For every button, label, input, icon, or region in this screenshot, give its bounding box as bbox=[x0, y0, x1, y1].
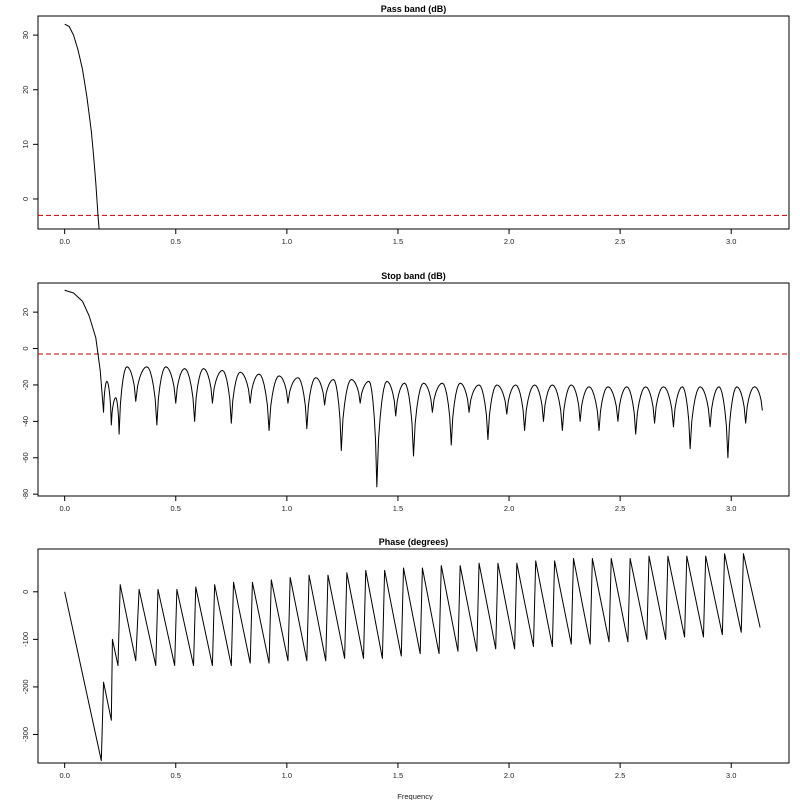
pass-band-panel: Pass band (dB) 0.0 0.5 1.0 1.5 2.0 2.5 3.0 0 10 20… bbox=[21, 4, 790, 246]
phase-x-tick-label: 3.0 bbox=[726, 771, 736, 780]
phase-title: Phase (degrees) bbox=[379, 537, 449, 547]
pass-band-x-tick-label: 1.0 bbox=[282, 237, 292, 246]
pass-band-x-tick-label: 0.5 bbox=[171, 237, 181, 246]
stop-band-y-tick-label: -40 bbox=[21, 416, 30, 427]
stop-band-x-tick-label: 2.5 bbox=[615, 504, 625, 513]
stop-band-x-tick-label: 2.0 bbox=[504, 504, 514, 513]
phase-y-tick-label: -100 bbox=[21, 632, 30, 647]
pass-band-plot-frame bbox=[37, 15, 790, 230]
pass-band-y-tick-label: 20 bbox=[21, 86, 30, 94]
phase-panel: Phase (degrees) 0.0 0.5 1.0 1.5 2.0 2.5 3.0 -300… bbox=[21, 537, 790, 780]
stop-band-curve bbox=[64, 289, 763, 488]
phase-y-tick-label: -300 bbox=[21, 727, 30, 742]
phase-x-tick-label: 0.5 bbox=[171, 771, 181, 780]
phase-x-tick-label: 1.0 bbox=[282, 771, 292, 780]
phase-x-tick-label: 0.0 bbox=[59, 771, 69, 780]
phase-x-tick-label: 1.5 bbox=[393, 771, 403, 780]
pass-band-y-tick-label: 30 bbox=[21, 31, 30, 39]
stop-band-title: Stop band (dB) bbox=[381, 271, 446, 281]
pass-band-curve bbox=[64, 23, 100, 229]
stop-band-x-tick-label: 1.0 bbox=[282, 504, 292, 513]
stop-band-x-tick-label: 0.5 bbox=[171, 504, 181, 513]
stop-band-y-tick-label: -20 bbox=[21, 380, 30, 391]
stop-band-y-tick-label: -60 bbox=[21, 452, 30, 463]
phase-curve bbox=[64, 553, 761, 762]
phase-x-tick-label: 2.0 bbox=[504, 771, 514, 780]
phase-y-tick-label: 0 bbox=[21, 590, 30, 594]
stop-band-y-tick-label: 20 bbox=[21, 308, 30, 316]
pass-band-x-tick-label: 2.5 bbox=[615, 237, 625, 246]
stop-band-x-tick-label: 1.5 bbox=[393, 504, 403, 513]
stop-band-y-tick-label: -80 bbox=[21, 489, 30, 500]
x-axis-label: Frequency bbox=[397, 792, 433, 800]
pass-band-x-tick-label: 2.0 bbox=[504, 237, 514, 246]
pass-band-x-tick-label: 3.0 bbox=[726, 237, 736, 246]
pass-band-title: Pass band (dB) bbox=[381, 4, 447, 14]
pass-band-y-tick-label: 10 bbox=[21, 140, 30, 148]
stop-band-plot-frame bbox=[37, 282, 790, 497]
phase-y-tick-label: -200 bbox=[21, 679, 30, 694]
phase-x-tick-label: 2.5 bbox=[615, 771, 625, 780]
pass-band-y-tick-label: 0 bbox=[21, 197, 30, 201]
stop-band-panel: Stop band (dB) 0.0 0.5 1.0 1.5 2.0 2.5 3.0 -80 -6… bbox=[21, 271, 790, 513]
phase-plot-frame bbox=[37, 548, 790, 764]
pass-band-x-tick-label: 1.5 bbox=[393, 237, 403, 246]
pass-band-x-tick-label: 0.0 bbox=[59, 237, 69, 246]
stop-band-x-tick-label: 3.0 bbox=[726, 504, 736, 513]
stop-band-x-tick-label: 0.0 bbox=[59, 504, 69, 513]
stop-band-y-tick-label: 0 bbox=[21, 346, 30, 350]
